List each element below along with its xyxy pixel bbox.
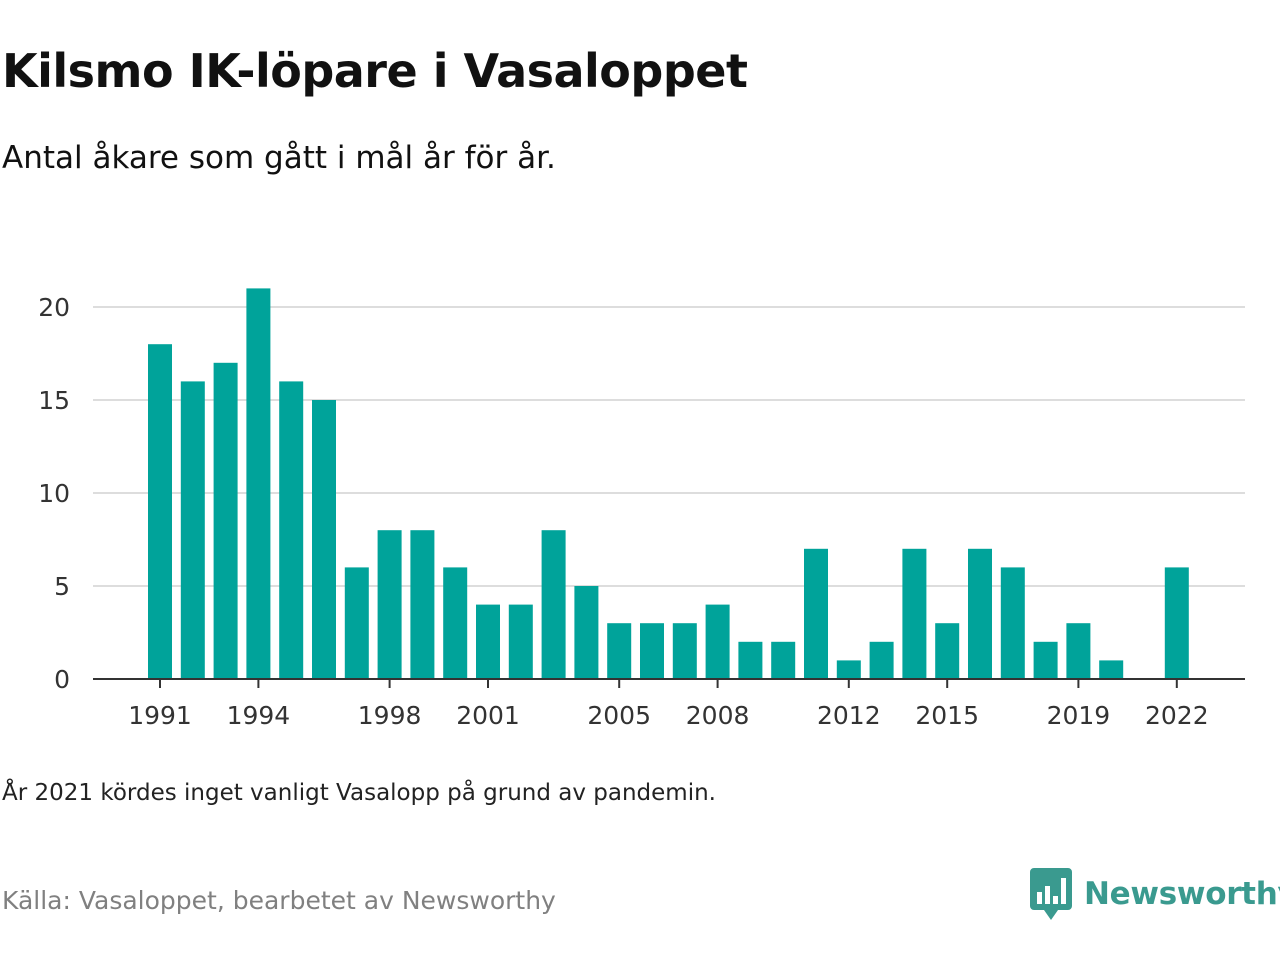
bar-chart: 0 5 10 15 20 1991 1994 1998 2001 2005 2008 2012 201… xyxy=(38,288,1245,730)
x-tick-label: 2022 xyxy=(1145,701,1209,730)
bar xyxy=(1164,567,1189,679)
x-tick-label: 2015 xyxy=(915,701,979,730)
chart-note: År 2021 kördes inget vanligt Vasalopp på… xyxy=(2,780,716,806)
bars xyxy=(148,288,1189,679)
bar xyxy=(1099,660,1124,679)
newsworthy-logo-icon xyxy=(1030,868,1072,920)
bar xyxy=(541,530,566,679)
bar xyxy=(607,623,632,679)
bar xyxy=(410,530,435,679)
bar xyxy=(508,604,533,679)
bar xyxy=(279,381,304,679)
brand-logo: Newsworthy xyxy=(1030,868,1280,920)
bar xyxy=(935,623,960,679)
x-axis-ticks: 1991 1994 1998 2001 2005 2008 2012 2015 2019 2022 xyxy=(128,679,1209,730)
bar xyxy=(672,623,697,679)
brand-name: Newsworthy xyxy=(1084,876,1280,912)
bar xyxy=(312,400,336,679)
bar xyxy=(344,567,369,679)
bar xyxy=(1033,641,1058,679)
bar xyxy=(640,623,664,679)
bar xyxy=(574,586,599,679)
x-tick-label: 2019 xyxy=(1047,701,1111,730)
bar xyxy=(476,604,500,679)
x-tick-label: 1991 xyxy=(128,701,192,730)
x-tick-label: 1998 xyxy=(358,701,422,730)
bar xyxy=(443,567,468,679)
chart-subtitle: Antal åkare som gått i mål år för år. xyxy=(2,140,556,176)
bar xyxy=(804,548,828,679)
bar xyxy=(213,362,238,679)
bar xyxy=(869,641,894,679)
x-tick-label: 2005 xyxy=(587,701,651,730)
x-tick-label: 2008 xyxy=(686,701,750,730)
bar xyxy=(705,604,730,679)
bar xyxy=(771,641,796,679)
bar xyxy=(902,548,927,679)
y-tick-label: 15 xyxy=(38,386,70,415)
bar xyxy=(180,381,205,679)
bar xyxy=(1066,623,1091,679)
x-tick-label: 2012 xyxy=(817,701,881,730)
bar xyxy=(148,344,172,679)
bar xyxy=(246,288,271,679)
y-tick-label: 5 xyxy=(54,572,70,601)
y-axis-ticks: 0 5 10 15 20 xyxy=(38,293,70,694)
bar xyxy=(1000,567,1025,679)
bar xyxy=(836,660,861,679)
bar xyxy=(968,548,992,679)
x-tick-label: 1994 xyxy=(227,701,291,730)
y-tick-label: 10 xyxy=(38,479,70,508)
bar xyxy=(377,530,402,679)
y-tick-label: 20 xyxy=(38,293,70,322)
source-text: Källa: Vasaloppet, bearbetet av Newswort… xyxy=(2,886,556,915)
x-tick-label: 2001 xyxy=(456,701,520,730)
bar xyxy=(738,641,763,679)
y-tick-label: 0 xyxy=(54,665,70,694)
chart-title: Kilsmo IK-löpare i Vasaloppet xyxy=(2,44,748,98)
